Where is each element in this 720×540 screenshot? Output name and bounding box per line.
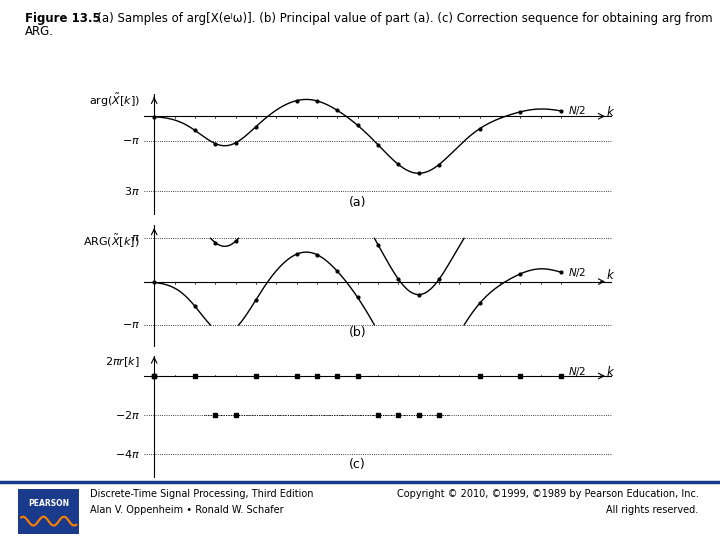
Text: PEARSON: PEARSON [28,500,69,508]
Text: $-2\pi$: $-2\pi$ [114,409,140,421]
Text: ARG($\tilde{X}$[$k$]): ARG($\tilde{X}$[$k$]) [84,233,140,249]
Text: $2\pi r$[$k$]: $2\pi r$[$k$] [105,355,140,369]
Text: $-\pi$: $-\pi$ [122,320,140,330]
Text: Discrete-Time Signal Processing, Third Edition: Discrete-Time Signal Processing, Third E… [90,489,313,500]
Text: (a): (a) [349,196,366,210]
Text: Figure 13.5: Figure 13.5 [25,12,101,25]
Text: Copyright © 2010, ©1999, ©1989 by Pearson Education, Inc.: Copyright © 2010, ©1999, ©1989 by Pearso… [397,489,698,500]
Text: $-4\pi$: $-4\pi$ [114,448,140,461]
Text: $-\pi$: $-\pi$ [122,136,140,146]
Text: $\pi$: $\pi$ [131,233,140,243]
Text: arg($\tilde{X}$[$k$]): arg($\tilde{X}$[$k$]) [89,92,140,109]
Text: $N/2$: $N/2$ [568,364,587,377]
Text: $k$: $k$ [606,268,615,282]
Text: $N/2$: $N/2$ [568,104,587,117]
Text: ARG.: ARG. [25,25,54,38]
Text: Alan V. Oppenheim • Ronald W. Schafer: Alan V. Oppenheim • Ronald W. Schafer [90,505,284,516]
Text: (a) Samples of arg[X(eʲω)]. (b) Principal value of part (a). (c) Correction sequ: (a) Samples of arg[X(eʲω)]. (b) Principa… [86,12,713,25]
Text: (b): (b) [348,326,366,339]
Text: $N/2$: $N/2$ [568,266,587,279]
Text: $k$: $k$ [606,366,615,380]
Text: $k$: $k$ [606,105,615,119]
Text: All rights reserved.: All rights reserved. [606,505,698,516]
Text: (c): (c) [349,458,366,471]
Text: $3\pi$: $3\pi$ [124,185,140,197]
